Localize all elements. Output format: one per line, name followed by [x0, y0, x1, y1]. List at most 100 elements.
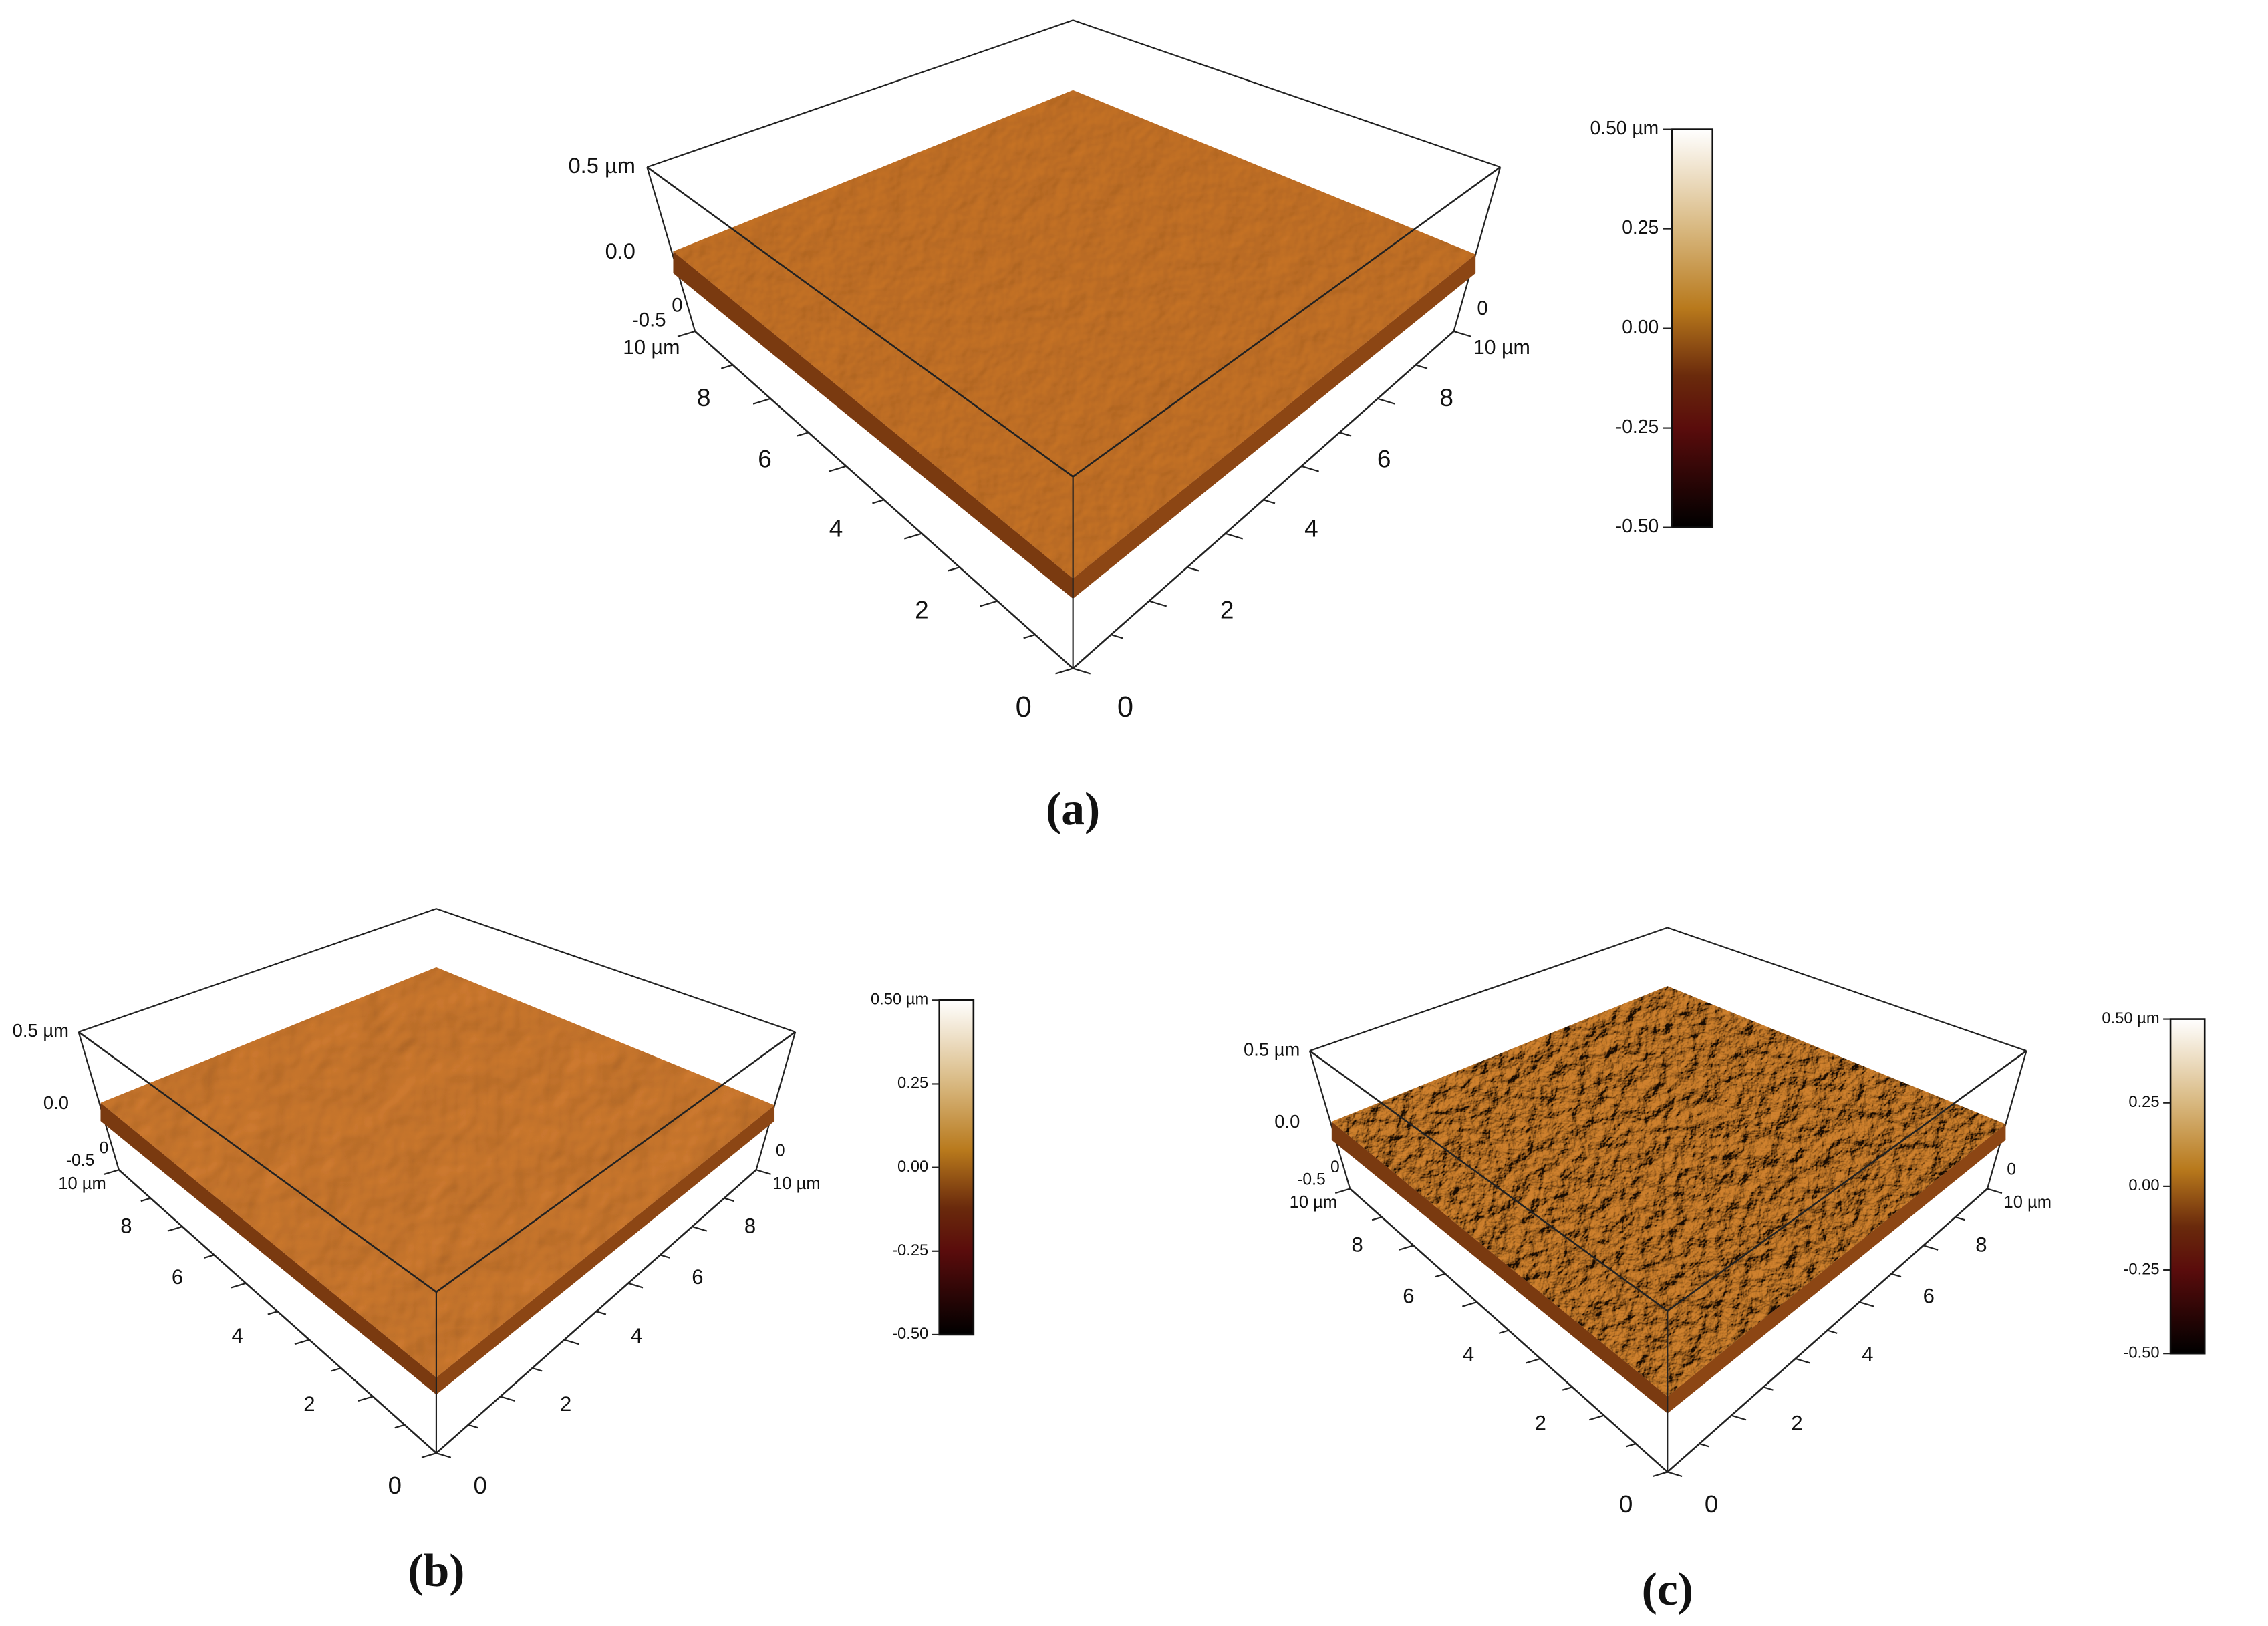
surface-side	[1073, 254, 1476, 599]
left-axis-tick-label: 2	[303, 1392, 315, 1416]
left-axis-tick-label: 6	[172, 1265, 183, 1289]
right-axis-tick-label: 2	[1220, 597, 1234, 624]
axis-tick	[828, 465, 847, 472]
colorbar-tick-label: 0.50 µm	[2102, 1009, 2159, 1027]
left-axis-tick-label: 2	[1535, 1411, 1546, 1434]
right-axis-tick-label: 10 µm	[1473, 336, 1530, 359]
right-axis-tick-label: 2	[560, 1392, 571, 1416]
colorbar-tick-label: -0.25	[2123, 1260, 2159, 1278]
axis-tick	[1795, 1357, 1811, 1364]
left-axis-tick-label: 6	[1403, 1284, 1414, 1307]
z-tick-label: 0.0	[43, 1092, 69, 1113]
axis-tick	[167, 1225, 183, 1232]
right-axis-tick-label: 6	[692, 1265, 703, 1289]
panel-caption: (a)	[1046, 784, 1100, 835]
z-tick-label: 0.0	[605, 238, 635, 263]
axis-tick	[797, 432, 809, 437]
left-axis-tick-label: 8	[120, 1214, 132, 1237]
axis-tick	[1339, 432, 1352, 437]
axis-tick	[1859, 1301, 1874, 1307]
axis-tick	[1023, 634, 1036, 639]
colorbar-tick-label: 0.25	[1622, 216, 1659, 238]
box-edge	[78, 908, 796, 1033]
axis-tick	[231, 1282, 247, 1289]
corner-label: 0	[1477, 297, 1487, 319]
box-edge	[646, 19, 1501, 168]
axis-tick	[1111, 634, 1123, 639]
corner-label: 0	[1330, 1158, 1340, 1176]
left-axis-tick-label: 4	[231, 1324, 243, 1347]
axis-tick	[1562, 1386, 1573, 1391]
axis-line	[1349, 1188, 1988, 1474]
panel-caption: (b)	[408, 1545, 464, 1597]
axis-tick	[1073, 667, 1091, 675]
colorbar-tick-label: 0.25	[2128, 1093, 2159, 1111]
axis-tick	[1699, 1443, 1710, 1448]
axis-tick	[436, 1452, 452, 1458]
right-axis-tick-label: 4	[1862, 1343, 1873, 1366]
box-edge	[1986, 1050, 2027, 1189]
axis-tick	[980, 600, 998, 607]
axis-tick	[1653, 1471, 1668, 1478]
left-axis-tick-label: 4	[829, 515, 843, 542]
colorbar-tick-label: 0.00	[2128, 1176, 2159, 1194]
axis-tick	[294, 1339, 310, 1345]
left-axis-tick-label: 8	[1352, 1233, 1363, 1257]
axis-tick	[1589, 1414, 1604, 1421]
left-axis-tick-label: 0	[1619, 1490, 1633, 1518]
box-edge	[78, 1031, 120, 1170]
z-tick-label: -0.5	[1297, 1170, 1326, 1188]
axis-tick	[1415, 364, 1428, 369]
surface-texture	[100, 967, 775, 1377]
right-axis-tick-label: 8	[1975, 1233, 1987, 1257]
axis-tick	[421, 1452, 437, 1458]
axis-tick	[1435, 1273, 1446, 1278]
axis-tick	[720, 364, 733, 369]
colorbar-tick-label: 0.25	[897, 1074, 928, 1092]
axis-tick	[358, 1396, 374, 1402]
surface-texture	[1331, 986, 2006, 1397]
right-axis-tick-label: 0	[1117, 691, 1133, 723]
axis-tick	[140, 1197, 151, 1202]
box-edge	[646, 166, 696, 332]
left-axis-tick-label: 8	[697, 384, 711, 412]
surface-side	[1667, 1124, 2006, 1414]
right-axis-tick-label: 10 µm	[2004, 1193, 2052, 1212]
colorbar-tick-label: -0.50	[892, 1325, 928, 1343]
axis-tick	[394, 1424, 405, 1429]
axis-tick	[1667, 1471, 1683, 1478]
right-axis-tick-label: 0	[474, 1472, 487, 1499]
axis-tick	[104, 1169, 120, 1175]
axis-tick	[872, 499, 885, 504]
right-axis-tick-label: 10 µm	[772, 1174, 821, 1193]
axis-tick	[1987, 1188, 2003, 1194]
axis-tick	[1498, 1329, 1510, 1334]
colorbar	[2169, 1018, 2206, 1355]
right-axis-tick-label: 2	[1791, 1411, 1802, 1434]
axis-tick	[1334, 1188, 1351, 1194]
axis-tick	[1763, 1386, 1774, 1391]
surface-texture	[673, 90, 1476, 579]
z-tick-label: 0.5 µm	[569, 153, 635, 178]
left-axis-tick-label: 0	[1016, 691, 1032, 723]
axis-tick	[1731, 1414, 1747, 1421]
right-axis-tick-label: 0	[1705, 1490, 1718, 1518]
left-axis-tick-label: 4	[1463, 1343, 1474, 1366]
left-axis-tick-label: 10 µm	[58, 1174, 106, 1193]
colorbar	[1671, 128, 1714, 528]
axis-tick	[1923, 1245, 1939, 1251]
right-axis-tick-label: 8	[1439, 384, 1453, 412]
left-axis-tick-label: 10 µm	[1290, 1193, 1338, 1212]
surface-side	[673, 251, 1073, 599]
axis-tick	[752, 397, 771, 405]
axis-tick	[1149, 600, 1167, 607]
axis-tick	[1891, 1273, 1902, 1278]
axis-tick	[1526, 1357, 1541, 1364]
axis-tick	[627, 1282, 644, 1289]
left-axis-tick-label: 0	[388, 1472, 402, 1499]
axis-tick	[1187, 566, 1199, 572]
